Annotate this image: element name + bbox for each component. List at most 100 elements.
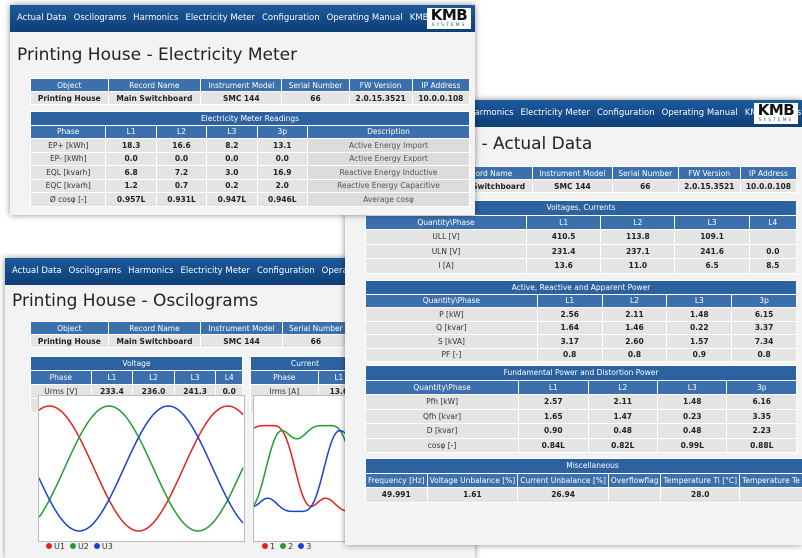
table-cell: 0.0 [749, 244, 796, 259]
table-cell: 10.0.0.108 [412, 92, 469, 105]
header-row: Frequency [Hz]Voltage Unbalance [%]Curre… [366, 473, 802, 488]
legend-label: 3 [306, 542, 311, 551]
nav-item[interactable]: Configuration [257, 258, 315, 285]
caption-row: Voltage [31, 357, 243, 371]
table-cell: P [kW] [366, 308, 538, 322]
table-cell: 3.37 [732, 321, 797, 335]
table-cell: EP- [kWh] [31, 152, 106, 166]
table-cell: 49.991 [366, 488, 428, 503]
table-cell: 0.0 [207, 152, 257, 166]
table-row: ULN [V]231.4237.1241.60.0 [366, 244, 797, 259]
legend-label: U2 [78, 542, 89, 551]
nav-bar: Actual Data OscilogramsHarmonics Electrici… [10, 5, 475, 32]
table-cell: 113.8 [601, 230, 675, 245]
nav-item[interactable]: Harmonics [128, 258, 173, 285]
column-header: FW Version [678, 167, 740, 180]
column-header: L1 [519, 380, 588, 395]
waveform [39, 406, 243, 531]
table-cell: 0.90 [519, 424, 588, 439]
column-header: L1 [91, 371, 133, 385]
nav-item[interactable]: Oscilograms [74, 5, 127, 32]
table-cell: 3.0 [207, 166, 257, 180]
caption-row: Current [251, 357, 360, 371]
table-row: D [kvar]0.900.480.482.23 [366, 424, 797, 439]
table-cell: 0.0 [156, 152, 206, 166]
nav-item[interactable]: Operating Manual [327, 5, 403, 32]
table-cell: Qfh [kvar] [366, 409, 519, 424]
legend-marker [46, 543, 52, 549]
table-cell: 0.84L [519, 438, 588, 453]
column-header: L3 [675, 215, 749, 230]
legend-label: U3 [102, 542, 113, 551]
page: Actual DataOscilogramsHarmonicsElectrici… [0, 0, 802, 558]
table-cell: 26.94 [518, 488, 609, 503]
table-cell: 0.48 [588, 424, 657, 439]
table-caption: Fundamental Power and Distortion Power [366, 366, 797, 381]
table-cell: 109.1 [675, 230, 749, 245]
table-caption: Electricity Meter Readings [31, 112, 470, 126]
logo-name: KMB [427, 8, 471, 23]
table-cell: 0.0 [257, 152, 307, 166]
column-header: Frequency [Hz] [366, 473, 428, 488]
legend-label: U1 [54, 542, 65, 551]
table-cell: 2.56 [537, 308, 602, 322]
column-header: Serial Number [282, 79, 349, 92]
column-header: L1 [106, 125, 156, 139]
nav-item[interactable]: Electricity Meter [185, 5, 255, 32]
column-header: L2 [588, 380, 657, 395]
electricity-meter-window: Actual Data OscilogramsHarmonics Electrici… [10, 5, 475, 215]
column-header: 3p [732, 294, 797, 308]
table-cell: EQL [kvarh] [31, 166, 106, 180]
table-cell: 66 [612, 180, 678, 193]
table-cell: 0.23 [658, 409, 727, 424]
table-cell: 0.99L [658, 438, 727, 453]
table-cell: 0.82L [588, 438, 657, 453]
nav-item[interactable]: Electricity Meter [180, 258, 250, 285]
legend-marker [262, 543, 268, 549]
nav-item[interactable]: Oscilograms [69, 258, 122, 285]
table-cell: 3.17 [537, 335, 602, 349]
table-row: EP- [kWh]0.00.00.00.0Active Energy Expor… [31, 152, 470, 166]
table-cell: SMC 144 [201, 335, 282, 348]
column-header: Phase [31, 371, 92, 385]
logo-tagline: SYSTEMS [754, 118, 798, 123]
table-cell: ULL [V] [366, 230, 527, 245]
nav-item[interactable]: Electricity Meter [520, 100, 590, 127]
nav-item[interactable]: Actual Data [17, 5, 67, 32]
column-header: Record Name [108, 322, 201, 335]
table-cell: 28.0 [661, 488, 740, 503]
legend-marker [94, 543, 100, 549]
table-cell: 6.16 [727, 395, 797, 410]
nav-item[interactable]: Configuration [262, 5, 320, 32]
nav-item[interactable]: Harmonics [133, 5, 178, 32]
nav-item[interactable]: Actual Data [12, 258, 62, 285]
column-header: Instrument Model [533, 167, 613, 180]
column-header: L3 [207, 125, 257, 139]
fundamental-table-box: Fundamental Power and Distortion PowerQu… [365, 365, 797, 453]
column-header: Description [307, 125, 469, 139]
nav-item[interactable]: Configuration [597, 100, 655, 127]
legend: 123 [257, 542, 311, 551]
data-table: Active, Reactive and Apparent PowerQuant… [365, 280, 797, 362]
table-cell: 6.8 [106, 166, 156, 180]
column-header: L1 [537, 294, 602, 308]
column-header: Record Name [108, 79, 201, 92]
table-cell: 0.48 [658, 424, 727, 439]
table-cell: 66 [282, 335, 349, 348]
nav-item[interactable]: Operating Manual [662, 100, 738, 127]
column-header: Phase [31, 125, 106, 139]
table-cell: 16.6 [156, 139, 206, 153]
legend-label: 2 [288, 542, 293, 551]
table-cell: 0.931L [156, 193, 206, 207]
legend: U1 U2 U3 [41, 542, 113, 551]
